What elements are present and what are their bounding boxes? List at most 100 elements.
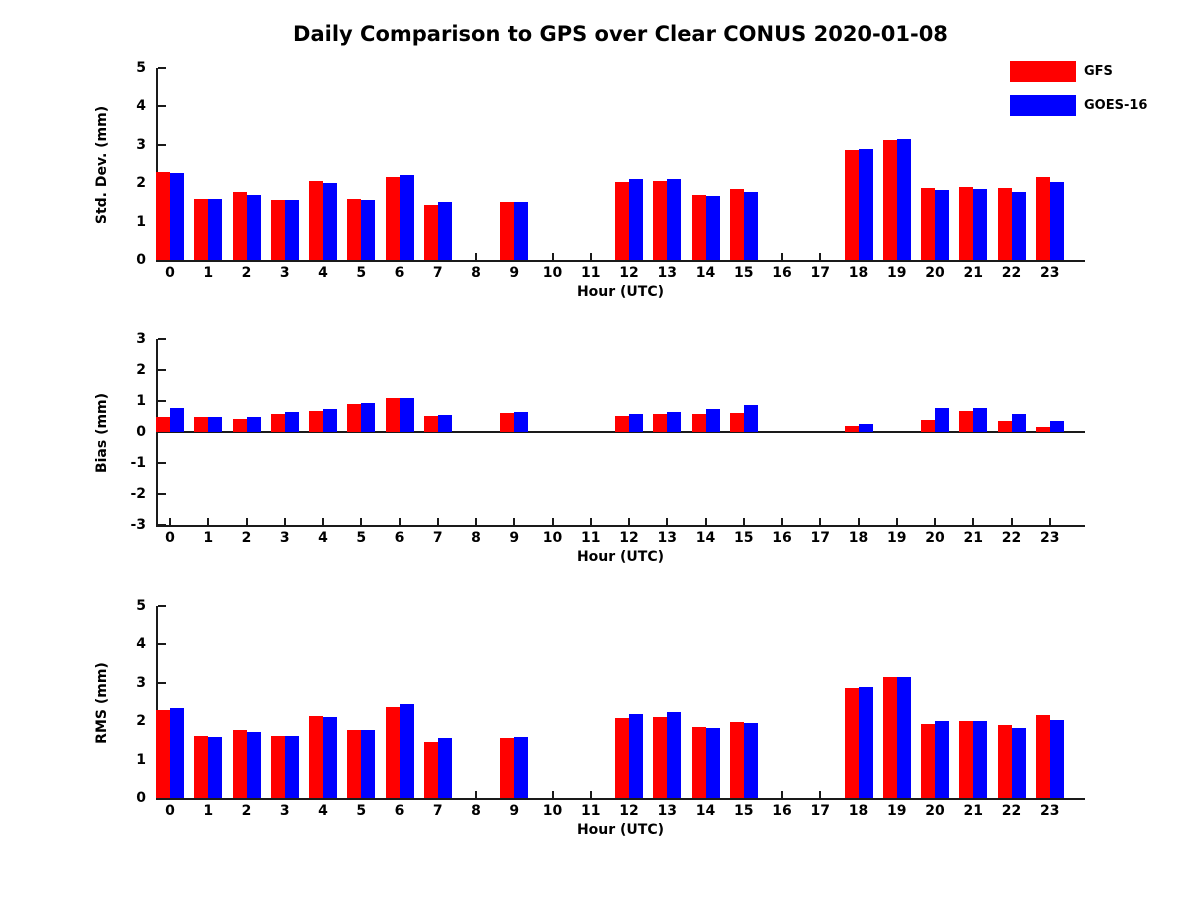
x-tick-label: 1: [203, 530, 214, 546]
bar-gfs-hour-4: [309, 181, 323, 260]
x-tick-label: 5: [356, 265, 367, 281]
x-tick-label: 9: [509, 265, 520, 281]
plot-area-bias: -3 -2 -1 0 1 2 3 0 1 2 3 4 5 6 7 8 9 10 11 12 13 14 15 16 17 18 19…: [130, 331, 1085, 546]
y-tick: [158, 493, 166, 495]
y-tick: [158, 369, 166, 371]
bar-gfs-hour-21: [959, 186, 974, 260]
x-tick-label: 18: [848, 265, 869, 281]
bar-goes-16-hour-4: [323, 409, 337, 432]
y-tick: [158, 400, 166, 402]
x-tick-label: 20: [925, 265, 945, 281]
bar-gfs-hour-7: [423, 205, 438, 260]
x-tick: [781, 791, 783, 798]
bar-goes-16-hour-7: [437, 414, 452, 432]
x-tick-label: 0: [165, 265, 175, 281]
x-tick: [513, 518, 516, 525]
x-tick: [1048, 518, 1051, 525]
x-tick-label: 13: [657, 265, 677, 281]
x-tick-label: 22: [1001, 803, 1022, 819]
y-tick: [158, 605, 166, 607]
bar-gfs-hour-21: [959, 410, 974, 432]
y-tick-label: 0: [136, 424, 146, 440]
x-tick-label: 15: [734, 803, 754, 819]
panel-bias: Bias (mm) -3 -2 -1 0 1 2 3 0 1 2 3 4 5 6 7 8 9 10 11 12 13 14…: [94, 331, 1085, 565]
x-tick-label: 5: [356, 530, 367, 546]
y-tick: [158, 259, 166, 261]
x-tick-label: 17: [810, 803, 830, 819]
x-tick-label: 8: [471, 803, 481, 819]
bar-goes-16-hour-7: [437, 202, 452, 260]
bar-goes-16-hour-4: [323, 716, 337, 798]
bar-gfs-hour-12: [615, 717, 629, 798]
chart-title: Daily Comparison to GPS over Clear CONUS…: [293, 22, 948, 46]
x-tick-label: 2: [241, 265, 252, 281]
bar-gfs-hour-1: [194, 199, 209, 260]
x-tick-label: 19: [887, 803, 907, 819]
bar-gfs-hour-20: [921, 723, 935, 798]
x-tick: [322, 518, 324, 525]
x-tick-label: 7: [432, 265, 443, 281]
bar-gfs-hour-14: [691, 194, 706, 260]
bar-goes-16-hour-9: [514, 202, 529, 260]
x-tick-label: 16: [772, 803, 792, 819]
x-tick-label: 12: [619, 530, 639, 546]
y-tick-label: 5: [136, 598, 146, 614]
x-tick: [819, 518, 822, 525]
x-tick-label: 12: [619, 803, 639, 819]
x-tick: [934, 518, 936, 525]
bar-goes-16-hour-18: [858, 686, 873, 798]
x-tick-label: 21: [963, 265, 983, 281]
x-tick: [704, 518, 707, 525]
x-tick: [895, 518, 898, 525]
x-tick: [666, 518, 669, 525]
bar-goes-16-hour-14: [705, 196, 720, 260]
bar-gfs-hour-3: [270, 414, 285, 432]
bar-goes-16-hour-14: [705, 409, 720, 432]
x-tick-label: 4: [318, 530, 328, 546]
y-tick-label: 3: [136, 331, 146, 347]
panel-rms: RMS (mm) 0 1 2 3 4 5 0 1 2 3 4 5 6 7 8 9 10 11 12 13 14 15 16 1…: [94, 598, 1085, 838]
bar-gfs-hour-23: [1035, 427, 1050, 432]
bar-gfs-hour-6: [385, 706, 400, 798]
x-tick: [589, 791, 592, 798]
bar-gfs-hour-9: [500, 202, 515, 260]
plot-area-stddev: 0 1 2 3 4 5 0 1 2 3 4 5 6 7 8 9 10 11 12 13 14 15 16 17 18 19 20 21…: [136, 60, 1085, 281]
legend: GFS GOES-16: [1010, 60, 1147, 128]
x-tick-label: 3: [279, 803, 290, 819]
y-tick-label: 2: [136, 175, 146, 192]
x-tick-label: 10: [542, 265, 563, 281]
x-axis-label-rms: Hour (UTC): [576, 822, 665, 838]
x-tick-label: 2: [241, 803, 252, 819]
y-tick-label: 3: [136, 136, 146, 153]
legend-label-gfs: GFS: [1084, 63, 1113, 79]
bar-gfs-hour-22: [997, 420, 1012, 432]
y-tick-label: 2: [136, 713, 146, 730]
x-tick: [551, 518, 554, 525]
bar-goes-16-hour-18: [858, 149, 873, 260]
legend-item-goes16: GOES-16: [1010, 94, 1147, 116]
bar-goes-16-hour-20: [935, 407, 949, 432]
y-tick-label: -1: [130, 455, 146, 471]
x-tick-label: 21: [963, 803, 983, 819]
bar-goes-16-hour-21: [973, 721, 988, 798]
x-tick-label: 1: [203, 803, 214, 819]
bar-gfs-hour-2: [232, 192, 247, 260]
bar-gfs-hour-13: [653, 181, 668, 260]
bar-gfs-hour-20: [921, 188, 935, 260]
x-tick-label: 10: [542, 803, 563, 819]
y-tick-label: 1: [136, 393, 146, 409]
bar-gfs-hour-18: [844, 149, 859, 260]
bar-gfs-hour-2: [232, 729, 247, 798]
y-tick-label: 4: [136, 98, 146, 115]
x-tick-label: 20: [925, 530, 945, 546]
x-tick: [207, 518, 210, 525]
bar-gfs-hour-12: [615, 415, 629, 432]
x-tick-label: 5: [356, 803, 367, 819]
bar-goes-16-hour-0: [170, 407, 184, 432]
bar-goes-16-hour-7: [437, 737, 452, 798]
x-tick: [245, 518, 248, 525]
bar-goes-16-hour-5: [361, 403, 376, 432]
x-tick: [589, 253, 592, 260]
bar-goes-16-hour-23: [1049, 182, 1064, 260]
